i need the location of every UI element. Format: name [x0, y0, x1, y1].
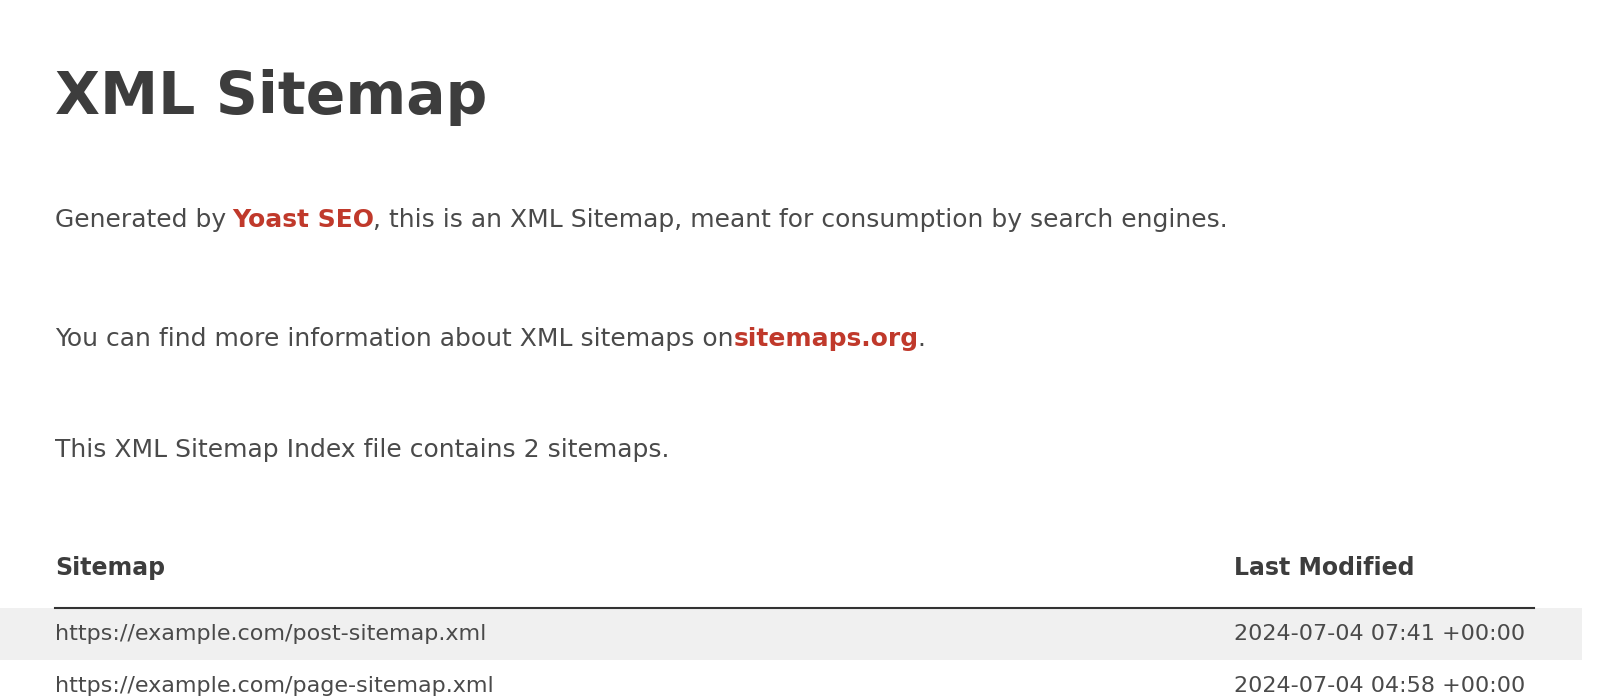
Bar	[0, 608, 1581, 660]
Text: Last Modified: Last Modified	[1234, 556, 1414, 580]
Text: You can find more information about XML sitemaps on: You can find more information about XML …	[56, 327, 742, 350]
Text: sitemaps.org: sitemaps.org	[734, 327, 918, 350]
Bar	[0, 660, 1581, 698]
Text: Generated by: Generated by	[56, 209, 235, 232]
Text: 2024-07-04 07:41 +00:00: 2024-07-04 07:41 +00:00	[1234, 624, 1525, 644]
Text: 2024-07-04 04:58 +00:00: 2024-07-04 04:58 +00:00	[1234, 676, 1525, 696]
Text: XML Sitemap: XML Sitemap	[56, 70, 488, 126]
Text: Yoast SEO: Yoast SEO	[232, 209, 374, 232]
Text: https://example.com/page-sitemap.xml: https://example.com/page-sitemap.xml	[56, 676, 494, 696]
Text: This XML Sitemap Index file contains 2 sitemaps.: This XML Sitemap Index file contains 2 s…	[56, 438, 670, 461]
Text: Sitemap: Sitemap	[56, 556, 165, 580]
Text: , this is an XML Sitemap, meant for consumption by search engines.: , this is an XML Sitemap, meant for cons…	[373, 209, 1227, 232]
Text: .: .	[917, 327, 925, 350]
Text: https://example.com/post-sitemap.xml: https://example.com/post-sitemap.xml	[56, 624, 486, 644]
